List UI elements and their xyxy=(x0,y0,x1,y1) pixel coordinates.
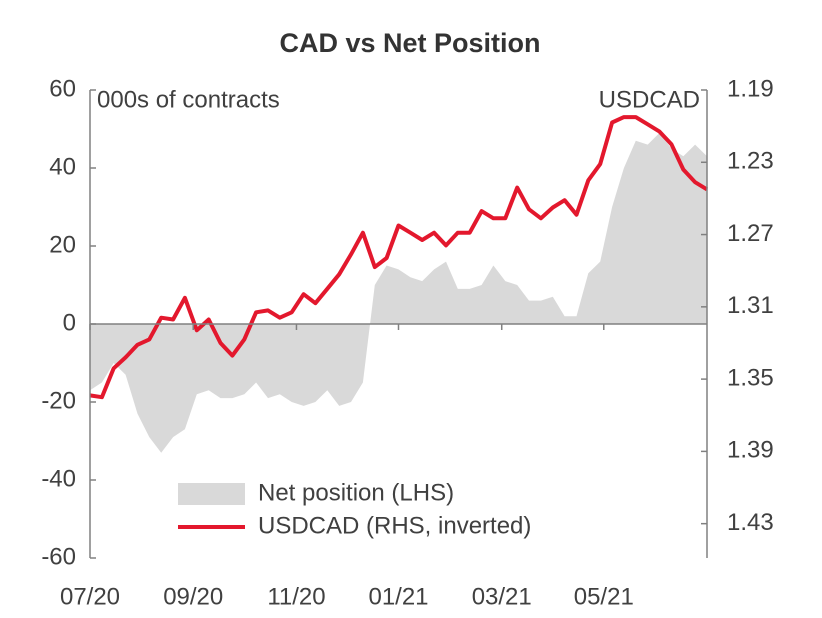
y2-tick-label: 1.31 xyxy=(727,292,774,319)
x-tick-label: 07/20 xyxy=(60,583,120,610)
y-axis-label: 000s of contracts xyxy=(97,86,280,113)
y2-axis-label: USDCAD xyxy=(599,86,700,113)
y2-tick-label: 1.27 xyxy=(727,220,774,247)
chart-title: CAD vs Net Position xyxy=(279,28,540,58)
y-tick-label: 20 xyxy=(49,231,76,258)
y-tick-label: 0 xyxy=(63,309,76,336)
y2-tick-label: 1.23 xyxy=(727,148,774,175)
y2-tick-label: 1.19 xyxy=(727,75,774,102)
x-tick-label: 11/20 xyxy=(267,583,325,610)
line xyxy=(89,115,709,400)
legend-label: Net position (LHS) xyxy=(258,479,454,506)
y2-tick-label: 1.43 xyxy=(727,509,774,536)
area xyxy=(90,132,707,453)
y2-tick-label: 1.35 xyxy=(727,364,774,391)
y-tick-label: 40 xyxy=(49,153,76,180)
x-tick-label: 03/21 xyxy=(472,583,532,610)
y-tick-label: -20 xyxy=(41,387,76,414)
y-tick-label: 60 xyxy=(49,75,76,102)
y-tick-label: -40 xyxy=(41,465,76,492)
y-tick-label: -60 xyxy=(41,543,76,570)
legend-label: USDCAD (RHS, inverted) xyxy=(258,512,531,539)
x-tick-label: 05/21 xyxy=(574,583,634,610)
y2-tick-label: 1.39 xyxy=(727,437,774,464)
x-tick-label: 09/20 xyxy=(163,583,223,610)
x-tick-label: 01/21 xyxy=(368,583,428,610)
legend-swatch xyxy=(178,483,245,505)
